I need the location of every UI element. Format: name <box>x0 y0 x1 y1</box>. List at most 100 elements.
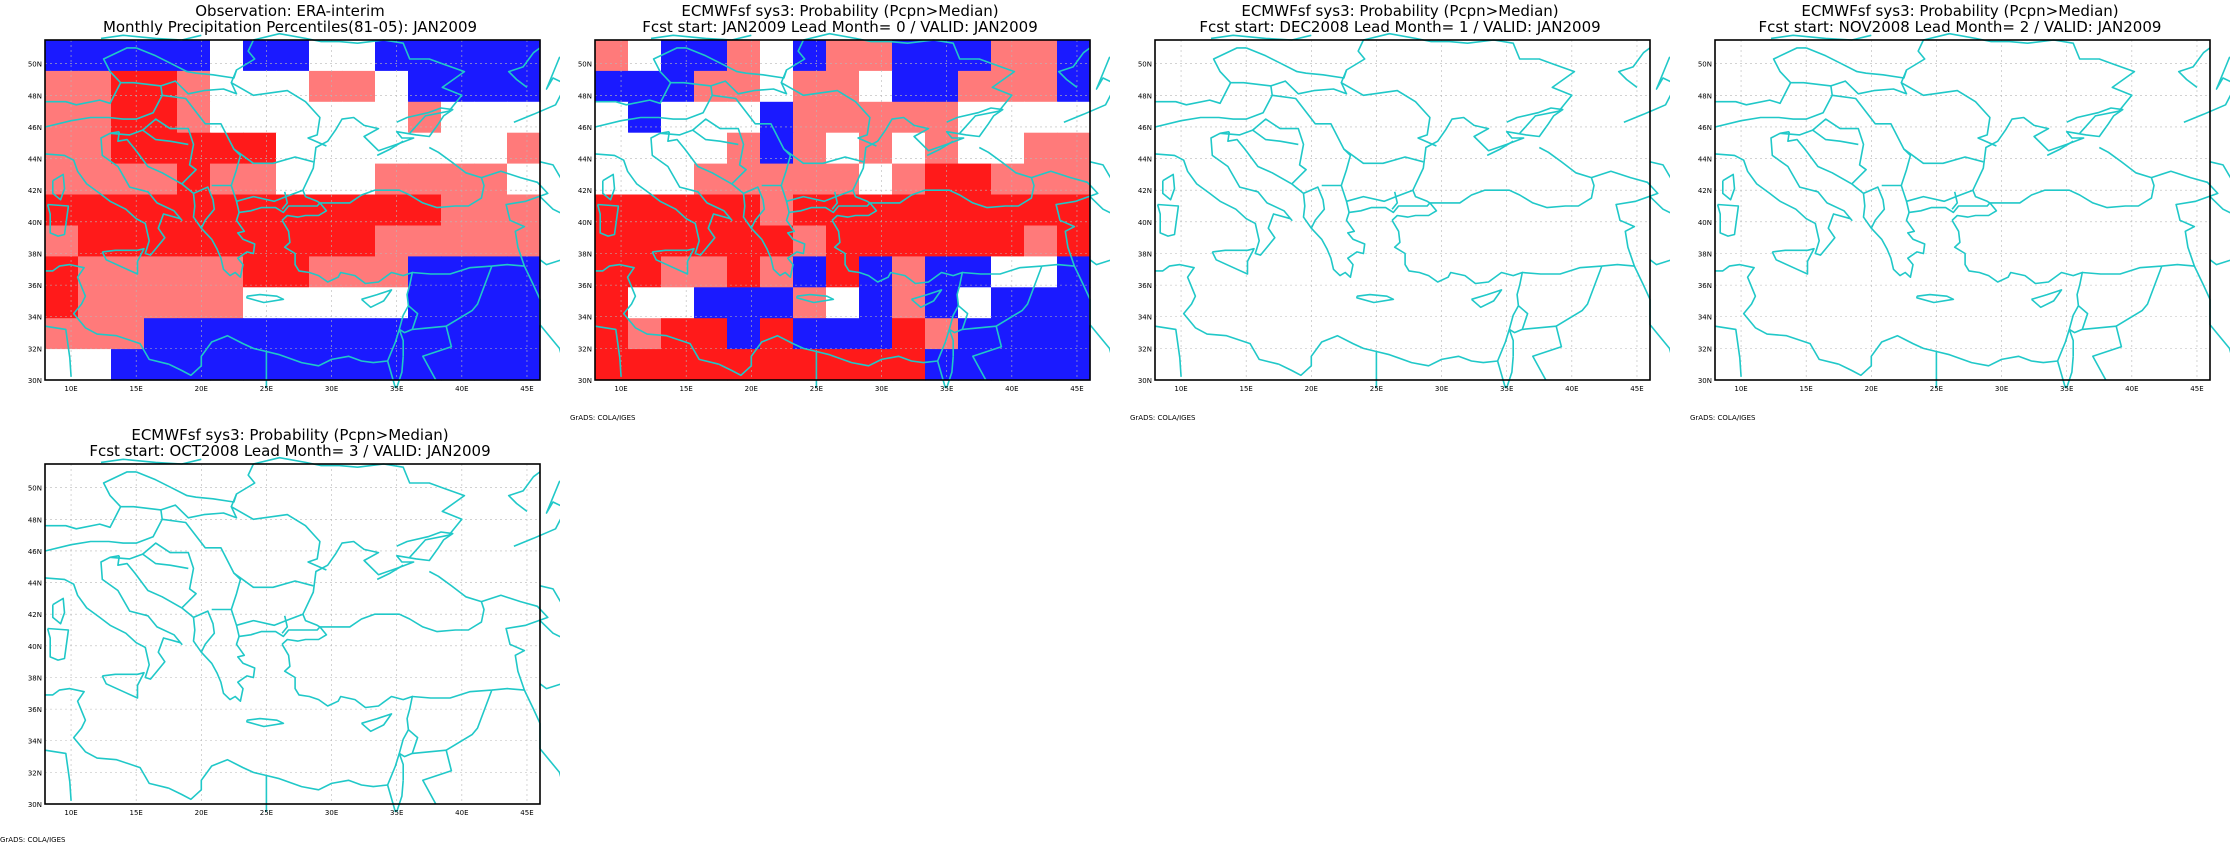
coastline <box>1881 184 1910 213</box>
coastline <box>1714 325 1742 377</box>
coastline <box>376 140 404 157</box>
coastline <box>412 170 549 275</box>
grid-cell <box>342 101 376 134</box>
lat-tick-label: 40N <box>1138 219 1152 227</box>
coastline <box>651 247 695 275</box>
grid-cell <box>177 256 211 288</box>
grid-cell <box>727 256 761 288</box>
lon-tick-label: 40E <box>455 385 468 393</box>
grads-credit: GrADS: COLA/IGES <box>1130 414 1196 422</box>
grid-cell <box>892 70 926 103</box>
lat-tick-label: 30N <box>28 377 42 385</box>
grid-cell <box>1024 287 1058 319</box>
lon-tick-label: 20E <box>745 385 758 393</box>
coastline <box>1714 80 1997 147</box>
coastline <box>1790 81 1831 87</box>
grid-cell <box>441 318 475 350</box>
coastline <box>101 247 145 275</box>
grid-cell <box>474 163 508 196</box>
coastline <box>1716 203 1740 237</box>
panel-title-line1: ECMWFsf sys3: Probability (Pcpn>Median) <box>1801 2 2119 20</box>
grid-cell <box>628 318 662 350</box>
lon-tick-label: 10E <box>64 809 77 817</box>
grid-cell <box>276 163 310 196</box>
grid-cell <box>78 40 112 72</box>
coastline <box>281 643 414 786</box>
grid-cell <box>859 163 893 196</box>
coastline <box>246 717 285 728</box>
grid-cell <box>210 101 244 134</box>
coastline <box>761 184 790 213</box>
coastline <box>1162 173 1176 201</box>
coastline <box>1787 131 1991 278</box>
coastline <box>1210 34 1312 41</box>
coastline <box>670 81 711 87</box>
grid-cell <box>727 318 761 350</box>
coastline <box>962 325 1003 381</box>
coastline <box>595 263 719 365</box>
coastline <box>45 47 137 106</box>
grid-cell <box>342 163 376 196</box>
grid-cell <box>210 287 244 319</box>
lon-tick-label: 30E <box>875 385 888 393</box>
lon-tick-label: 15E <box>130 809 143 817</box>
grid-cell <box>892 40 926 72</box>
grid-cell <box>45 256 79 288</box>
lat-tick-label: 40N <box>28 219 42 227</box>
grid-cell <box>78 132 112 165</box>
grid-cell <box>826 40 860 72</box>
grid-cell <box>694 349 728 381</box>
coastline <box>236 189 304 203</box>
coastline <box>1412 107 1564 191</box>
grid-cell <box>78 194 112 226</box>
grid-cell <box>1057 287 1091 319</box>
coastline <box>120 505 161 511</box>
lon-tick-label: 10E <box>64 385 77 393</box>
lat-tick-label: 32N <box>1698 345 1712 353</box>
grid-cell <box>177 70 211 103</box>
lon-tick-label: 20E <box>195 385 208 393</box>
grid-cell <box>793 70 827 103</box>
coastline <box>1340 148 1352 186</box>
panel-title-line1: Observation: ERA-interim <box>195 2 385 20</box>
lat-tick-label: 36N <box>578 282 592 290</box>
grid-cell <box>859 256 893 288</box>
lon-tick-label: 25E <box>1370 385 1383 393</box>
grid-cell <box>111 225 145 257</box>
grid-cell <box>892 194 926 226</box>
lat-tick-label: 32N <box>578 345 592 353</box>
lon-tick-label: 20E <box>1305 385 1318 393</box>
coastline <box>142 118 197 185</box>
lat-tick-label: 38N <box>28 250 42 258</box>
coastline <box>2082 325 2123 381</box>
panel-title-line2: Fcst start: JAN2009 Lead Month= 0 / VALI… <box>642 18 1038 36</box>
coastline <box>1812 118 1867 185</box>
grid-cell <box>507 225 541 257</box>
lat-tick-label: 38N <box>1698 250 1712 258</box>
grid-cell <box>144 287 178 319</box>
grid-cell <box>507 132 541 165</box>
grid-cell <box>958 194 992 226</box>
lon-tick-label: 40E <box>455 809 468 817</box>
grid-cell <box>991 101 1025 134</box>
coastline <box>395 780 404 813</box>
grid-cell <box>826 163 860 196</box>
grid-cell <box>309 256 343 288</box>
coastline <box>281 615 289 634</box>
grid-cell <box>309 70 343 103</box>
coastline <box>1951 191 1959 210</box>
grid-cell <box>760 163 794 196</box>
coastline <box>44 504 327 571</box>
grid-cell <box>661 132 695 165</box>
grid-cell <box>408 225 442 257</box>
coastline <box>1951 219 2084 362</box>
coastline <box>44 554 183 680</box>
coastline <box>319 146 485 209</box>
coastline <box>692 118 747 185</box>
panel-title-line1: ECMWFsf sys3: Probability (Pcpn>Median) <box>1241 2 1559 20</box>
lat-tick-label: 38N <box>578 250 592 258</box>
grid-cell <box>441 40 475 72</box>
coastline <box>1278 334 1498 377</box>
grid-cell <box>826 101 860 134</box>
coastline <box>162 518 314 589</box>
